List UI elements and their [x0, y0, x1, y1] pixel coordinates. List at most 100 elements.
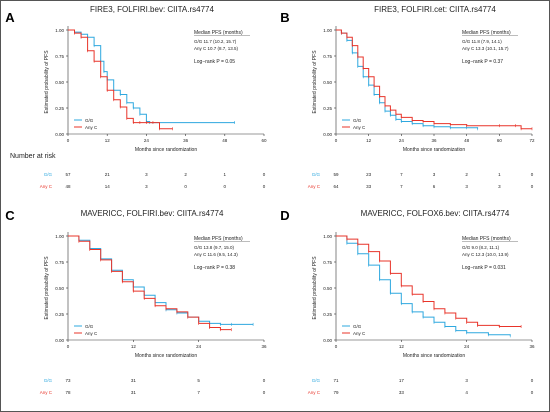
risk-count: 23	[366, 172, 372, 177]
risk-count: 0	[263, 172, 266, 177]
panel-letter: B	[280, 10, 289, 25]
x-tick-label: 36	[529, 344, 535, 349]
risk-row-label: G/G	[312, 378, 321, 383]
x-axis-label: Months since randomization	[403, 147, 465, 153]
risk-count: 0	[531, 172, 534, 177]
panel-letter: D	[280, 208, 289, 223]
y-tick-label: 0.00	[55, 338, 64, 343]
risk-row-label: Any C	[308, 184, 321, 189]
y-tick-label: 0.75	[55, 54, 64, 59]
risk-row-label: Any C	[40, 390, 53, 395]
km-curve-gg	[68, 235, 254, 325]
risk-count: 6	[433, 184, 436, 189]
x-tick-label: 0	[335, 344, 338, 349]
stats-line: Any C 12.3 (10.0, 13.9)	[462, 252, 509, 257]
chart-panel-c: C MAVERICC, FOLFIRI.bev: CIITA.rs4774 0.00…	[5, 208, 267, 395]
risk-row-label: G/G	[44, 172, 53, 177]
risk-count: 0	[531, 390, 534, 395]
y-tick-label: 1.00	[55, 28, 64, 33]
x-axis-label: Months since randomization	[135, 147, 197, 153]
legend-label: Any C	[353, 125, 366, 130]
risk-count: 7	[400, 172, 403, 177]
risk-count: 0	[531, 184, 534, 189]
logrank-p: Log−rank P = 0.05	[194, 59, 235, 65]
risk-count: 31	[131, 378, 137, 383]
chart-panel-a: A FIRE3, FOLFIRI.bev: CIITA.rs4774 0.00 0.2…	[5, 5, 267, 189]
risk-count: 73	[65, 378, 71, 383]
x-tick-label: 48	[464, 138, 470, 143]
stats-line: G/G 13.8 (9.7, 15.0)	[194, 245, 235, 250]
risk-table-title: Number at risk	[10, 153, 56, 160]
stats-line: G/G 11.7 (10.2, 15.7)	[194, 39, 237, 44]
risk-count: 14	[105, 184, 111, 189]
km-curve-gg	[68, 29, 235, 124]
x-axis-label: Months since randomization	[403, 353, 465, 359]
y-tick-label: 1.00	[323, 234, 332, 239]
logrank-p: Log−rank P = 0.031	[462, 265, 506, 271]
legend-label: G/G	[85, 324, 94, 329]
legend-label: Any C	[85, 331, 98, 336]
stats-line: Any C 13.3 (10.1, 15.7)	[462, 46, 509, 51]
x-tick-label: 24	[399, 138, 405, 143]
y-tick-label: 0.25	[55, 106, 64, 111]
stats-line: Any C 10.7 (8.7, 13.5)	[194, 46, 239, 51]
risk-count: 31	[131, 390, 137, 395]
risk-count: 0	[263, 184, 266, 189]
y-axis-label: Estimated probability of PFS	[44, 50, 50, 114]
risk-count: 3	[465, 378, 468, 383]
y-tick-label: 0.00	[323, 338, 332, 343]
y-tick-label: 0.25	[323, 106, 332, 111]
km-curve-anyc	[68, 235, 232, 331]
x-tick-label: 36	[183, 138, 189, 143]
y-tick-label: 0.25	[55, 312, 64, 317]
risk-row-label: G/G	[44, 378, 53, 383]
chart-panel-b: B FIRE3, FOLFIRI.cet: CIITA.rs4774 0.00 0.2…	[280, 5, 535, 189]
x-tick-label: 36	[261, 344, 267, 349]
panel-letter: C	[5, 208, 15, 223]
y-tick-label: 0.75	[323, 54, 332, 59]
risk-count: 1	[224, 172, 227, 177]
y-tick-label: 0.25	[323, 312, 332, 317]
risk-count: 21	[105, 172, 111, 177]
stats-title: Median PFS (months)	[462, 236, 511, 242]
risk-count: 48	[65, 184, 71, 189]
km-curve-gg	[336, 29, 479, 129]
x-tick-label: 48	[222, 138, 228, 143]
legend-label: Any C	[85, 125, 98, 130]
x-tick-label: 72	[529, 138, 535, 143]
risk-count: 33	[399, 390, 405, 395]
risk-count: 64	[333, 184, 339, 189]
risk-count: 57	[65, 172, 71, 177]
y-tick-label: 0.50	[55, 80, 64, 85]
panel-title: MAVERICC, FOLFOX6.bev: CIITA.rs4774	[361, 209, 510, 218]
x-tick-label: 24	[196, 344, 202, 349]
km-curve-anyc	[336, 235, 522, 327]
risk-count: 59	[333, 172, 339, 177]
risk-count: 4	[465, 390, 468, 395]
x-tick-label: 60	[261, 138, 267, 143]
legend-label: Any C	[353, 331, 366, 336]
y-axis-label: Estimated probability of PFS	[312, 50, 318, 114]
risk-count: 3	[498, 184, 501, 189]
x-axis-label: Months since randomization	[135, 353, 197, 359]
risk-count: 17	[399, 378, 405, 383]
logrank-p: Log−rank P = 0.37	[462, 59, 503, 65]
y-tick-label: 0.75	[55, 260, 64, 265]
y-tick-label: 1.00	[55, 234, 64, 239]
x-tick-label: 12	[366, 138, 372, 143]
risk-count: 2	[465, 172, 468, 177]
y-tick-label: 0.00	[323, 132, 332, 137]
km-curve-anyc	[68, 29, 173, 130]
risk-count: 0	[184, 184, 187, 189]
risk-count: 78	[65, 390, 71, 395]
logrank-p: Log−rank P = 0.38	[194, 265, 235, 271]
x-tick-label: 12	[399, 344, 405, 349]
y-axis-label: Estimated probability of PFS	[312, 256, 318, 320]
panel-letter: A	[5, 10, 15, 25]
legend-label: G/G	[353, 324, 362, 329]
risk-count: 0	[531, 378, 534, 383]
risk-count: 0	[263, 378, 266, 383]
y-tick-label: 0.75	[323, 260, 332, 265]
panel-title: MAVERICC, FOLFIRI.bev: CIITA.rs4774	[81, 209, 224, 218]
